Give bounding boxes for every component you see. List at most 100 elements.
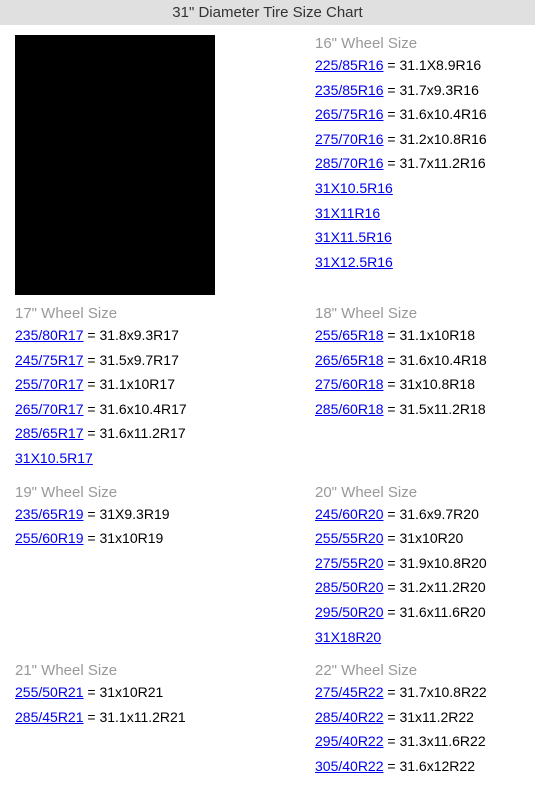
- tire-link[interactable]: 265/75R16: [315, 106, 384, 122]
- row-2: 17" Wheel Size 235/80R17 = 31.8x9.3R1724…: [15, 305, 520, 474]
- tire-link[interactable]: 275/45R22: [315, 684, 384, 700]
- tire-link[interactable]: 295/50R20: [315, 604, 384, 620]
- tire-line: 255/50R21 = 31x10R21: [15, 683, 315, 703]
- tire-equals: = 31x10R20: [384, 530, 464, 546]
- tire-link[interactable]: 235/80R17: [15, 327, 84, 343]
- tire-link[interactable]: 285/60R18: [315, 401, 384, 417]
- tire-link[interactable]: 285/40R22: [315, 709, 384, 725]
- tire-link[interactable]: 275/60R18: [315, 376, 384, 392]
- tire-line: 285/40R22 = 31x11.2R22: [315, 708, 520, 728]
- tire-link[interactable]: 255/70R17: [15, 376, 84, 392]
- tire-link[interactable]: 285/50R20: [315, 579, 384, 595]
- section-18: 18" Wheel Size 255/65R18 = 31.1x10R18265…: [315, 305, 520, 474]
- tire-link[interactable]: 285/45R21: [15, 709, 84, 725]
- tire-equals: = 31.1x10R18: [384, 327, 475, 343]
- tire-list-21: 255/50R21 = 31x10R21285/45R21 = 31.1x11.…: [15, 683, 315, 727]
- tire-link[interactable]: 255/65R18: [315, 327, 384, 343]
- col-left-1: [15, 35, 315, 295]
- tire-link[interactable]: 31X12.5R16: [315, 254, 393, 270]
- tire-link[interactable]: 31X10.5R17: [15, 450, 93, 466]
- section-title-20: 20" Wheel Size: [315, 484, 520, 501]
- tire-equals: = 31.1x11.2R21: [84, 709, 186, 725]
- row-4: 21" Wheel Size 255/50R21 = 31x10R21285/4…: [15, 662, 520, 781]
- tire-line: 275/55R20 = 31.9x10.8R20: [315, 554, 520, 574]
- tire-link[interactable]: 225/85R16: [315, 57, 384, 73]
- tire-line: 255/70R17 = 31.1x10R17: [15, 375, 315, 395]
- tire-line: 285/45R21 = 31.1x11.2R21: [15, 708, 315, 728]
- tire-line: 235/65R19 = 31X9.3R19: [15, 505, 315, 525]
- tire-link[interactable]: 31X11R16: [315, 205, 380, 221]
- tire-line: 295/40R22 = 31.3x11.6R22: [315, 732, 520, 752]
- tire-line: 31X11R16: [315, 204, 520, 224]
- header-title: 31" Diameter Tire Size Chart: [172, 4, 362, 21]
- tire-link[interactable]: 285/70R16: [315, 155, 384, 171]
- tire-link[interactable]: 285/65R17: [15, 425, 84, 441]
- tire-line: 285/65R17 = 31.6x11.2R17: [15, 424, 315, 444]
- tire-link[interactable]: 31X18R20: [315, 629, 381, 645]
- tire-line: 275/70R16 = 31.2x10.8R16: [315, 130, 520, 150]
- section-17: 17" Wheel Size 235/80R17 = 31.8x9.3R1724…: [15, 305, 315, 474]
- tire-equals: = 31.8x9.3R17: [84, 327, 179, 343]
- tire-link[interactable]: 245/75R17: [15, 352, 84, 368]
- tire-equals: = 31.5x9.7R17: [84, 352, 179, 368]
- tire-line: 245/60R20 = 31.6x9.7R20: [315, 505, 520, 525]
- tire-link[interactable]: 255/50R21: [15, 684, 84, 700]
- tire-link[interactable]: 275/70R16: [315, 131, 384, 147]
- tire-link[interactable]: 31X11.5R16: [315, 229, 392, 245]
- tire-equals: = 31.7x10.8R22: [384, 684, 487, 700]
- tire-line: 285/60R18 = 31.5x11.2R18: [315, 400, 520, 420]
- tire-link[interactable]: 265/65R18: [315, 352, 384, 368]
- tire-equals: = 31.1X8.9R16: [384, 57, 482, 73]
- tire-line: 265/65R18 = 31.6x10.4R18: [315, 351, 520, 371]
- section-20: 20" Wheel Size 245/60R20 = 31.6x9.7R20 25…: [315, 484, 520, 653]
- tire-equals: = 31x10R19: [84, 530, 164, 546]
- tire-line: 255/65R18 = 31.1x10R18: [315, 326, 520, 346]
- tire-line: 275/45R22 = 31.7x10.8R22: [315, 683, 520, 703]
- tire-line: 31X12.5R16: [315, 253, 520, 273]
- tire-link[interactable]: 255/60R19: [15, 530, 84, 546]
- tire-link[interactable]: 235/65R19: [15, 506, 84, 522]
- section-title-22: 22" Wheel Size: [315, 662, 520, 679]
- tire-equals: = 31X9.3R19: [84, 506, 170, 522]
- section-title-21: 21" Wheel Size: [15, 662, 315, 679]
- tire-link[interactable]: 265/70R17: [15, 401, 84, 417]
- section-title-17: 17" Wheel Size: [15, 305, 315, 322]
- tire-equals: = 31.6x10.4R16: [384, 106, 487, 122]
- tire-link[interactable]: 245/60R20: [315, 506, 384, 522]
- tire-equals: = 31.9x10.8R20: [384, 555, 487, 571]
- tire-equals: = 31.6x12R22: [384, 758, 475, 774]
- section-16: 16" Wheel Size 225/85R16 = 31.1X8.9R1623…: [315, 35, 520, 295]
- tire-line: 245/75R17 = 31.5x9.7R17: [15, 351, 315, 371]
- tire-link[interactable]: 235/85R16: [315, 82, 384, 98]
- tire-line: 265/75R16 = 31.6x10.4R16: [315, 105, 520, 125]
- row-3: 19" Wheel Size 235/65R19 = 31X9.3R19255/…: [15, 484, 520, 653]
- tire-line: 31X11.5R16: [315, 228, 520, 248]
- tire-link[interactable]: 275/55R20: [315, 555, 384, 571]
- tire-equals: = 31x11.2R22: [384, 709, 474, 725]
- tire-line: 275/60R18 = 31x10.8R18: [315, 375, 520, 395]
- tire-list-18: 255/65R18 = 31.1x10R18 265/65R18 = 31.6x1…: [315, 326, 520, 419]
- tire-line: 225/85R16 = 31.1X8.9R16: [315, 56, 520, 76]
- tire-link[interactable]: 255/55R20: [315, 530, 384, 546]
- tire-equals: = 31x10R21: [84, 684, 164, 700]
- tire-list-19: 235/65R19 = 31X9.3R19255/60R19 = 31x10R1…: [15, 505, 315, 549]
- tire-list-20: 245/60R20 = 31.6x9.7R20 255/55R20 = 31x10…: [315, 505, 520, 648]
- tire-list-16: 225/85R16 = 31.1X8.9R16 235/85R16 = 31.7x…: [315, 56, 520, 272]
- page-header: 31" Diameter Tire Size Chart: [0, 0, 535, 25]
- tire-link[interactable]: 305/40R22: [315, 758, 384, 774]
- tire-list-17: 235/80R17 = 31.8x9.3R17245/75R17 = 31.5x…: [15, 326, 315, 469]
- tire-equals: = 31.1x10R17: [84, 376, 175, 392]
- tire-equals: = 31.6x11.2R17: [84, 425, 186, 441]
- tire-link[interactable]: 31X10.5R16: [315, 180, 393, 196]
- tire-link[interactable]: 295/40R22: [315, 733, 384, 749]
- section-19: 19" Wheel Size 235/65R19 = 31X9.3R19255/…: [15, 484, 315, 653]
- section-title-18: 18" Wheel Size: [315, 305, 520, 322]
- section-title-16: 16" Wheel Size: [315, 35, 520, 52]
- tire-line: 295/50R20 = 31.6x11.6R20: [315, 603, 520, 623]
- tire-line: 235/85R16 = 31.7x9.3R16: [315, 81, 520, 101]
- tire-line: 31X10.5R16: [315, 179, 520, 199]
- content-area: 16" Wheel Size 225/85R16 = 31.1X8.9R1623…: [0, 25, 535, 802]
- tire-equals: = 31.2x10.8R16: [384, 131, 487, 147]
- image-placeholder: [15, 35, 215, 295]
- tire-line: 235/80R17 = 31.8x9.3R17: [15, 326, 315, 346]
